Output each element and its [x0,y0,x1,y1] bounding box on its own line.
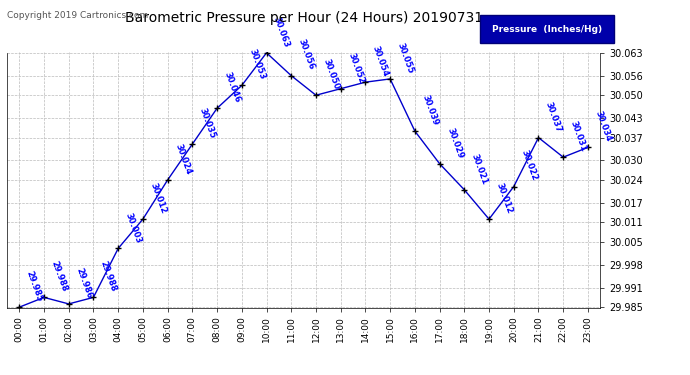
Text: 30.052: 30.052 [346,51,366,84]
Text: 30.055: 30.055 [395,41,415,75]
Text: 30.039: 30.039 [420,94,440,127]
Text: 29.988: 29.988 [50,260,69,293]
Text: 30.050: 30.050 [322,58,341,91]
Text: 30.054: 30.054 [371,45,391,78]
Text: 29.986: 29.986 [75,266,94,300]
Text: Barometric Pressure per Hour (24 Hours) 20190731: Barometric Pressure per Hour (24 Hours) … [124,11,483,25]
Text: 30.035: 30.035 [198,107,217,140]
Text: 29.988: 29.988 [99,260,119,293]
Text: 30.029: 30.029 [445,126,464,159]
Text: 30.012: 30.012 [148,182,168,215]
Text: 30.063: 30.063 [272,15,291,49]
Text: 30.034: 30.034 [593,110,613,143]
Text: Copyright 2019 Cartronics.com: Copyright 2019 Cartronics.com [7,11,148,20]
Text: 30.012: 30.012 [495,182,514,215]
Text: 30.024: 30.024 [173,142,193,176]
Text: 30.053: 30.053 [247,48,267,81]
Text: 30.003: 30.003 [124,211,143,244]
Text: 30.022: 30.022 [520,149,539,182]
Text: 30.021: 30.021 [470,152,489,186]
Text: 30.037: 30.037 [544,100,564,134]
Text: 30.031: 30.031 [569,120,588,153]
Text: Pressure  (Inches/Hg): Pressure (Inches/Hg) [492,25,602,34]
Text: 29.985: 29.985 [25,270,44,303]
Text: 30.056: 30.056 [297,38,316,72]
Text: 30.046: 30.046 [223,71,242,104]
